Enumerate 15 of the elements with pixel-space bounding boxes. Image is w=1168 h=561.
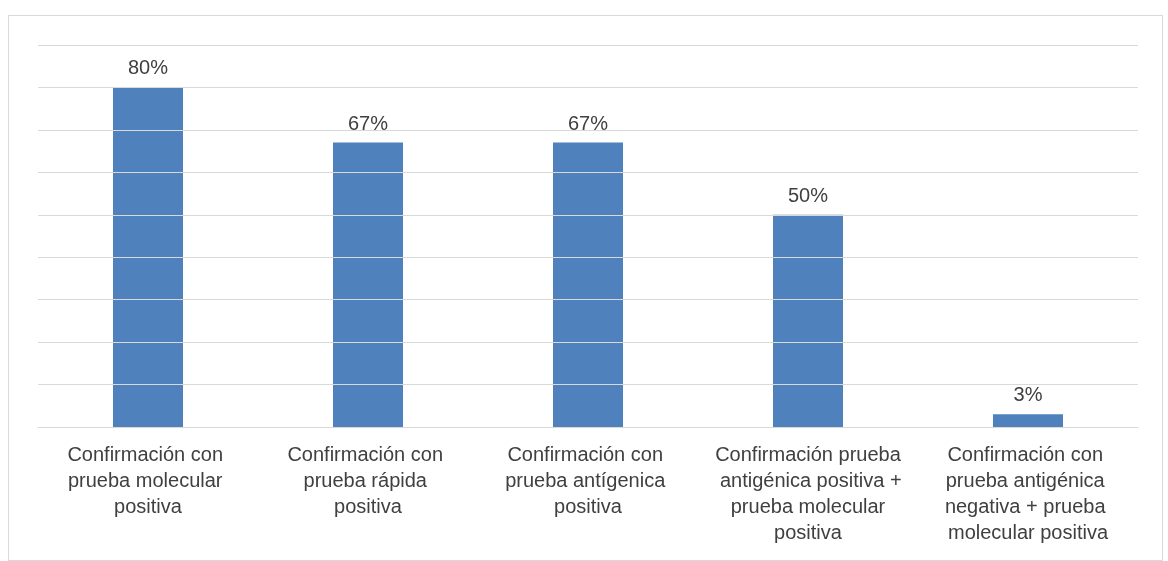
bar <box>113 87 183 427</box>
x-tick-label: Confirmación con prueba antigénica negativa + prueba molecular positiva <box>944 443 1112 543</box>
data-label: 67% <box>347 111 389 134</box>
x-tick-label: Confirmación con prueba antígenica positiva <box>505 443 671 517</box>
x-tick-label: Confirmación prueba antigénica positiva + prueba molecular positiva <box>714 443 902 543</box>
bar <box>773 214 843 427</box>
bar <box>553 142 623 427</box>
bar <box>333 142 403 427</box>
data-label: 50% <box>787 183 829 206</box>
data-label: 80% <box>127 56 169 79</box>
data-label: 3% <box>1013 383 1043 406</box>
data-label: 67% <box>567 111 609 134</box>
x-tick-label: Confirmación con prueba rápida positiva <box>287 443 449 517</box>
bar <box>993 414 1063 427</box>
x-tick-label: Confirmación con prueba molecular positiva <box>67 443 229 517</box>
